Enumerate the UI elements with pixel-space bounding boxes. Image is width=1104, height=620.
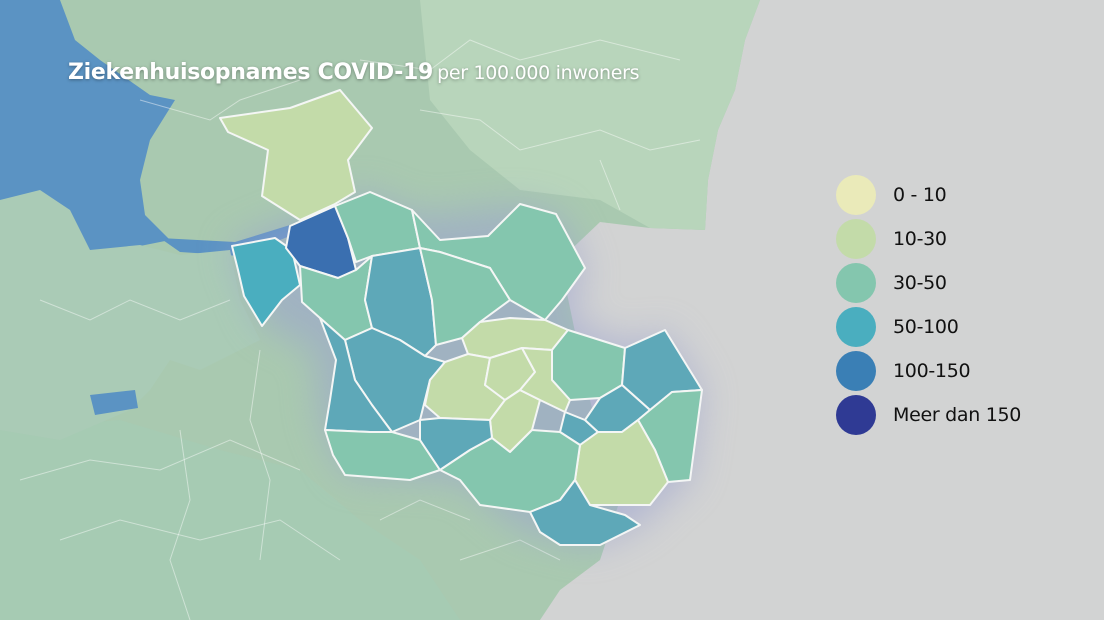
legend-swatch [836, 395, 876, 435]
map-title: Ziekenhuisopnames COVID-19 per 100.000 in… [68, 60, 640, 85]
legend-swatch [836, 351, 876, 391]
legend-item: 30-50 [836, 261, 1021, 305]
municipalities [219, 89, 703, 546]
land-patch-sw [0, 420, 460, 620]
legend-label: 10-30 [893, 228, 947, 250]
legend-swatch [836, 263, 876, 303]
legend-item: 10-30 [836, 217, 1021, 261]
legend-swatch [836, 219, 876, 259]
municipality-haaksbergen [529, 479, 641, 546]
title-main: Ziekenhuisopnames COVID-19 [68, 60, 434, 85]
legend-item: 0 - 10 [836, 173, 1021, 217]
river-water [90, 390, 138, 415]
legend-item: 50-100 [836, 305, 1021, 349]
land-patch-ne [420, 0, 760, 230]
legend-label: Meer dan 150 [893, 404, 1022, 426]
legend-item: Meer dan 150 [836, 393, 1021, 437]
legend-item: 100-150 [836, 349, 1021, 393]
legend-label: 50-100 [893, 316, 959, 338]
legend-swatch [836, 307, 876, 347]
legend: 0 - 10 10-30 30-50 50-100 100-150 Meer d… [836, 173, 1021, 437]
legend-label: 0 - 10 [893, 184, 947, 206]
municipality-hof-van-twente [439, 429, 581, 513]
flevoland-polder [0, 190, 260, 440]
legend-label: 30-50 [893, 272, 947, 294]
municipality-steenwijkerland [219, 89, 373, 221]
municipality-kampen [231, 237, 301, 327]
title-subtitle: per 100.000 inwoners [437, 62, 640, 84]
background-borders [19, 39, 701, 620]
legend-swatch [836, 175, 876, 215]
legend-label: 100-150 [893, 360, 971, 382]
